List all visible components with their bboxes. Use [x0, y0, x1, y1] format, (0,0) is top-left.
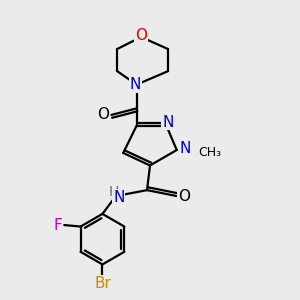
Text: O: O	[178, 189, 190, 204]
Text: N: N	[113, 190, 124, 205]
Text: CH₃: CH₃	[198, 146, 221, 160]
Text: F: F	[54, 218, 63, 232]
Text: H: H	[108, 184, 118, 199]
Text: N: N	[130, 77, 141, 92]
Text: Br: Br	[94, 276, 111, 291]
Text: N: N	[180, 141, 191, 156]
Text: O: O	[97, 107, 109, 122]
Text: O: O	[135, 28, 147, 43]
Text: N: N	[162, 115, 173, 130]
